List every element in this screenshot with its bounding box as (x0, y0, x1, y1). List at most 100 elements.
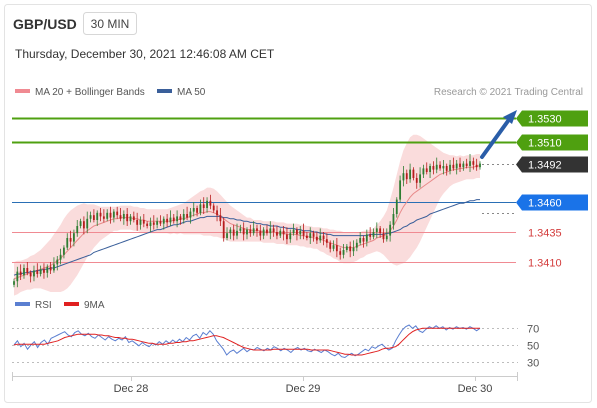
candle-body (146, 223, 149, 226)
candle-body (43, 269, 45, 273)
candle (286, 227, 288, 244)
candle-body (299, 230, 302, 235)
candle-body (329, 242, 332, 249)
support-level-label: 1.3410 (528, 258, 562, 270)
candle (256, 224, 258, 237)
candle (186, 206, 188, 220)
candle (342, 244, 345, 259)
candle (56, 256, 59, 271)
candle (236, 223, 238, 240)
candle (19, 264, 22, 280)
candle (76, 220, 79, 237)
candle-body (132, 216, 135, 220)
candle-body (189, 211, 192, 218)
candle-body (342, 250, 345, 255)
candle (459, 157, 461, 172)
candle-body (76, 226, 79, 234)
support-label-box (516, 156, 588, 173)
candle (16, 266, 19, 288)
candle-body (375, 228, 378, 232)
candle (379, 226, 382, 238)
candle (169, 210, 172, 226)
timeframe-badge[interactable] (83, 12, 137, 35)
x-axis-tick-label: Dec 28 (114, 383, 149, 395)
candle-body (159, 221, 162, 224)
candle-body (186, 214, 188, 218)
credit-text: Research © 2021 Trading Central (434, 87, 583, 98)
candle (33, 265, 35, 282)
candle-body (29, 272, 32, 277)
candle (122, 210, 125, 225)
candle-body (306, 235, 308, 238)
rsi-tick-label: 30 (527, 358, 539, 370)
candle-body (349, 246, 352, 252)
candle (276, 226, 278, 240)
resistance-level-label: 1.3530 (528, 114, 562, 126)
rsi-legend-label: RSI (35, 300, 52, 311)
candle (63, 245, 65, 259)
candle (222, 217, 225, 242)
candle (26, 262, 29, 276)
symbol-title: GBP/USD (13, 16, 77, 32)
candle (209, 194, 212, 210)
chart-frame (4, 4, 592, 403)
bollinger-band (14, 134, 480, 296)
candle-body (172, 217, 175, 222)
candle (149, 217, 152, 232)
candle-body (266, 229, 268, 234)
candle-body (206, 200, 208, 208)
ma50-legend-label: MA 50 (177, 87, 206, 98)
candle-body (309, 233, 312, 238)
candle (439, 161, 441, 171)
candle-body (345, 246, 348, 250)
candle-body (385, 235, 388, 240)
candle (176, 210, 179, 228)
candle (126, 208, 129, 226)
candle (206, 197, 208, 213)
candle-body (82, 221, 85, 229)
ma20-legend-label: MA 20 + Bollinger Bands (35, 87, 145, 98)
candle-body (129, 216, 132, 222)
candle (13, 278, 15, 288)
candle (232, 224, 235, 241)
level-labels-layer: 1.3530 1.3510 1.3492 1.3460 1.3435 1.3410 (516, 110, 588, 270)
candle-body (99, 212, 102, 217)
bollinger-band-layer (14, 134, 480, 296)
candle-body (289, 233, 292, 240)
candle (229, 227, 232, 240)
candle-body (325, 239, 328, 243)
candle (309, 227, 312, 244)
candle (339, 247, 342, 260)
candle (262, 227, 265, 240)
candle (212, 203, 215, 213)
candle-body (429, 166, 431, 172)
candle-body (479, 163, 481, 168)
candle-body (462, 163, 465, 168)
candle (182, 209, 185, 224)
candle (345, 244, 348, 253)
candle (249, 224, 252, 237)
candle-body (246, 229, 248, 235)
candle (189, 208, 192, 224)
candle-body (92, 215, 95, 220)
candle (472, 157, 475, 170)
candle-body (362, 238, 365, 242)
candle (132, 211, 135, 223)
candle-body (102, 216, 105, 219)
candle-body (33, 270, 35, 277)
candle-body (412, 169, 415, 178)
candle-body (169, 217, 172, 223)
candle-body (452, 164, 455, 169)
candle (422, 164, 425, 178)
candle-body (445, 166, 448, 171)
candle (335, 238, 338, 258)
candle-body (79, 221, 82, 226)
candle-body (319, 235, 322, 241)
candle (136, 212, 139, 231)
candle (405, 169, 408, 184)
ma20-legend-swatch (15, 89, 30, 93)
candle-body (292, 229, 295, 234)
candle-body (216, 210, 218, 216)
candle-body (212, 205, 215, 211)
candle-body (425, 168, 428, 172)
